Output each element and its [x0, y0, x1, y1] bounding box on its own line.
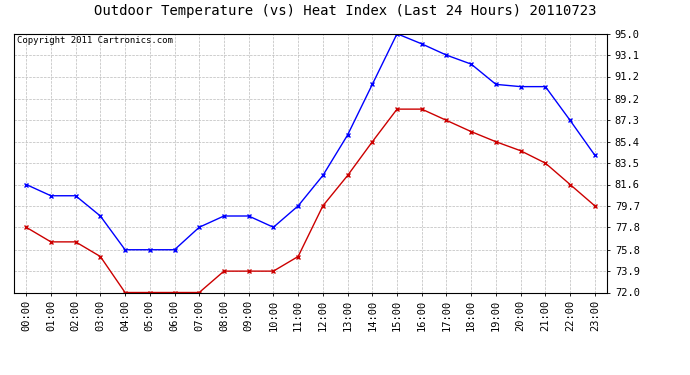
Text: Copyright 2011 Cartronics.com: Copyright 2011 Cartronics.com [17, 36, 172, 45]
Text: Outdoor Temperature (vs) Heat Index (Last 24 Hours) 20110723: Outdoor Temperature (vs) Heat Index (Las… [94, 4, 596, 18]
